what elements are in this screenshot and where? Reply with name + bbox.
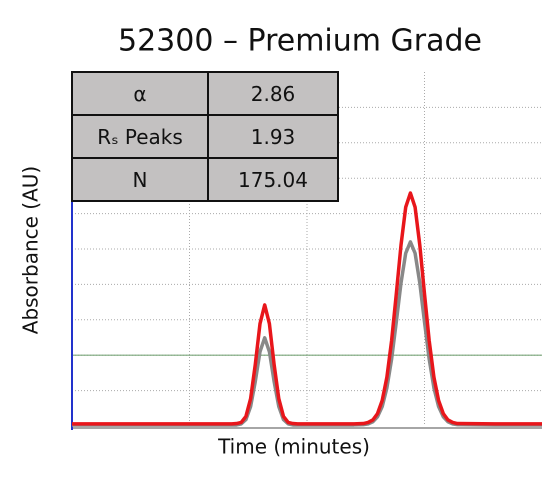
- table-text: 2.86: [251, 82, 296, 106]
- table-cell: [71, 157, 209, 202]
- table-cell: [207, 71, 339, 116]
- table-cell: [207, 114, 339, 159]
- data-line: [72, 191, 542, 426]
- table-text: N: [133, 168, 148, 192]
- y-axis-label: Absorbance (AU): [19, 166, 43, 334]
- table-text: α: [133, 82, 146, 106]
- chart-title: 52300 – Premium Grade: [118, 24, 482, 59]
- table-cell: [207, 157, 339, 202]
- table-text: 1.93: [251, 125, 296, 149]
- table-text: 175.04: [238, 168, 308, 192]
- table-text: Rₛ Peaks: [97, 125, 183, 149]
- x-axis-label: Time (minutes): [217, 435, 370, 459]
- table-cell: [71, 71, 209, 116]
